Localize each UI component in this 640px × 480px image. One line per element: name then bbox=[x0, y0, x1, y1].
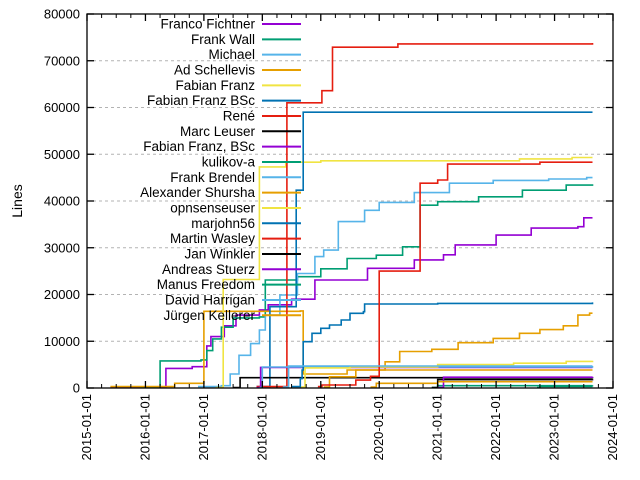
series-line-marjohn56 bbox=[291, 302, 594, 388]
legend-label-1: Franco Fichtner bbox=[160, 17, 255, 32]
y-tick-label: 0 bbox=[73, 381, 80, 396]
x-tick-label: 2022-01-01 bbox=[488, 394, 503, 461]
legend-label-4: Ad Schellevis bbox=[174, 62, 255, 77]
x-tick-label: 2021-01-01 bbox=[430, 394, 445, 461]
x-tick-label: 2016-01-01 bbox=[137, 394, 152, 461]
y-tick-label: 30000 bbox=[44, 240, 80, 255]
series-line-ren- bbox=[256, 43, 594, 388]
x-tick-label: 2024-01-01 bbox=[605, 394, 620, 461]
legend-label-8: Marc Leuser bbox=[180, 124, 256, 139]
legend-label-15: Martin Wasley bbox=[170, 231, 255, 246]
legend-label-17: Andreas Stuerz bbox=[162, 262, 255, 277]
y-tick-label: 10000 bbox=[44, 334, 80, 349]
series-line-frank-wall bbox=[139, 184, 594, 389]
legend-label-6: Fabian Franz BSc bbox=[147, 93, 255, 108]
legend-label-13: opnsenseuser bbox=[170, 200, 255, 215]
y-tick-label: 50000 bbox=[44, 147, 80, 162]
y-axis-title: Lines bbox=[9, 184, 25, 217]
legend-label-20: Jürgen Kellerer bbox=[163, 308, 255, 323]
series-line-michael bbox=[198, 176, 593, 388]
x-tick-label: 2023-01-01 bbox=[547, 394, 562, 461]
legend-label-2: Frank Wall bbox=[191, 32, 255, 47]
legend-label-11: Frank Brendel bbox=[170, 170, 255, 185]
x-tick-label: 2017-01-01 bbox=[196, 394, 211, 461]
series-line-opnsenseuser bbox=[300, 360, 594, 388]
series-line-ad-schellevis bbox=[110, 310, 593, 388]
x-tick-label: 2018-01-01 bbox=[254, 394, 269, 461]
series-line-fabian-franz-bsc bbox=[256, 111, 593, 388]
legend-label-7: René bbox=[223, 108, 255, 123]
series-line-j-rgen-kellerer bbox=[370, 380, 593, 388]
y-tick-label: 20000 bbox=[44, 287, 80, 302]
legend-label-12: Alexander Shursha bbox=[140, 185, 255, 200]
legend-label-9: Fabian Franz, BSc bbox=[143, 139, 255, 154]
series-line-david-harrigan bbox=[282, 365, 593, 388]
legend-label-10: kulikov-a bbox=[202, 154, 256, 169]
y-tick-label: 70000 bbox=[44, 53, 80, 68]
series-line-franco-fichtner bbox=[110, 217, 593, 389]
y-tick-label: 60000 bbox=[44, 100, 80, 115]
legend-label-16: Jan Winkler bbox=[184, 246, 255, 261]
x-tick-label: 2015-01-01 bbox=[79, 394, 94, 461]
y-tick-label: 40000 bbox=[44, 194, 80, 209]
legend-label-3: Michael bbox=[208, 47, 255, 62]
series-line-martin-wasley bbox=[317, 161, 593, 388]
series-line-alexander-shursha bbox=[323, 369, 593, 388]
legend-label-18: Manus Freedom bbox=[157, 277, 255, 292]
legend-label-19: David Harrigan bbox=[165, 292, 255, 307]
legend-label-14: marjohn56 bbox=[191, 216, 255, 231]
legend-label-5: Fabian Franz bbox=[175, 78, 255, 93]
x-tick-label: 2019-01-01 bbox=[313, 394, 328, 461]
y-tick-label: 80000 bbox=[44, 7, 80, 22]
x-tick-label: 2020-01-01 bbox=[371, 394, 386, 461]
